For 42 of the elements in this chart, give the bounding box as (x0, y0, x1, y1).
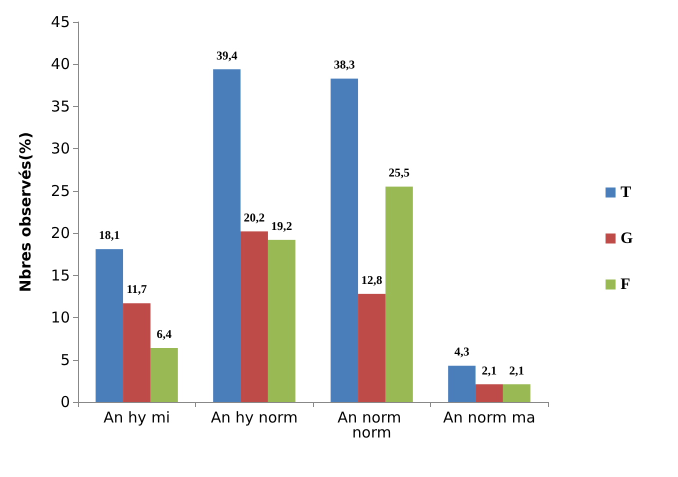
y-tick-label: 40 (50, 55, 70, 74)
bar (330, 78, 358, 402)
y-tick-label: 5 (60, 350, 70, 369)
x-tick-label: An norm ma (443, 408, 536, 426)
data-label: 19,2 (271, 218, 292, 233)
data-label: 20,2 (244, 210, 265, 224)
data-label: 12,8 (361, 272, 382, 287)
y-tick-label: 30 (50, 140, 70, 158)
y-tick-label: 20 (50, 224, 70, 242)
bar (358, 294, 386, 402)
y-tick-label: 25 (50, 182, 70, 200)
data-label: 2,1 (482, 363, 497, 378)
data-label: 2,1 (509, 363, 524, 378)
data-label: 38,3 (334, 58, 355, 72)
data-label: 11,7 (126, 282, 147, 296)
data-label: 6,4 (156, 326, 172, 341)
bar (448, 366, 476, 402)
bar (150, 348, 178, 402)
bar (385, 186, 413, 402)
data-label: 4,3 (454, 344, 470, 359)
data-label: 39,4 (216, 48, 238, 62)
x-tick-label: An hy mi (104, 408, 170, 426)
data-label: 25,5 (388, 166, 410, 180)
legend-label: F (620, 276, 631, 293)
bar (268, 240, 296, 402)
bar (476, 384, 503, 402)
bar (96, 249, 124, 402)
bar (123, 303, 150, 402)
legend-label: G (620, 230, 634, 247)
y-tick-label: 35 (50, 97, 70, 116)
data-label: 18,1 (98, 228, 120, 242)
y-tick-label: 10 (50, 308, 70, 327)
legend-label: T (620, 184, 632, 201)
bar (213, 69, 241, 402)
bar (502, 384, 530, 402)
bar (240, 231, 268, 402)
x-tick-label: An norm norm (337, 408, 406, 442)
y-tick-label: 15 (50, 266, 70, 284)
x-tick-label: An hy norm (210, 408, 298, 426)
y-axis-title: Nbres observés(%) (16, 132, 34, 292)
y-tick-label: 0 (60, 393, 70, 411)
y-tick-label: 45 (50, 13, 70, 31)
